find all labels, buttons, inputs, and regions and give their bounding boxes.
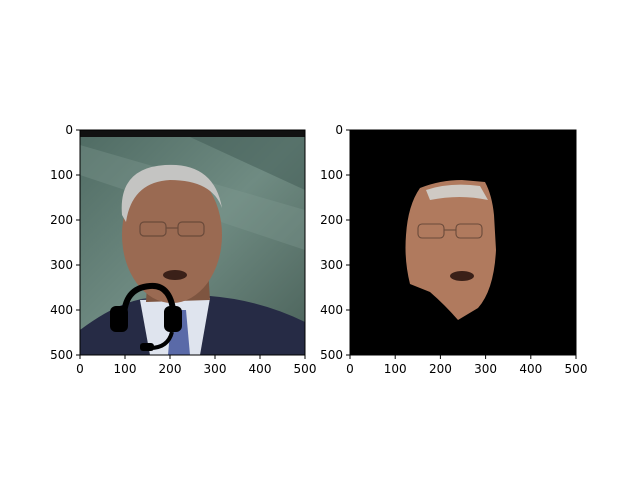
y-tick-label: 500 [320, 348, 343, 362]
y-tick-label: 100 [50, 168, 73, 182]
y-tick-label: 500 [50, 348, 73, 362]
y-tick-label: 100 [320, 168, 343, 182]
x-tick-label: 100 [114, 362, 137, 376]
right-axes-frame [349, 129, 577, 356]
x-tick-label: 500 [565, 362, 588, 376]
x-tick-label: 400 [519, 362, 542, 376]
x-tick-label: 300 [204, 362, 227, 376]
y-tick-label: 0 [65, 123, 73, 137]
y-tick-label: 200 [320, 213, 343, 227]
glasses [139, 221, 205, 237]
y-tick-label: 400 [50, 303, 73, 317]
left-axes-frame [79, 129, 306, 356]
y-tick-label: 0 [335, 123, 343, 137]
y-tick-label: 300 [320, 258, 343, 272]
x-tick-label: 100 [384, 362, 407, 376]
face [122, 167, 222, 303]
y-tick-label: 200 [50, 213, 73, 227]
x-tick-label: 0 [76, 362, 84, 376]
x-tick-label: 200 [429, 362, 452, 376]
x-tick-label: 300 [474, 362, 497, 376]
x-tick-label: 400 [249, 362, 272, 376]
face-mask [405, 180, 496, 320]
y-tick-label: 300 [50, 258, 73, 272]
left-image [80, 130, 305, 355]
top-black-band [80, 130, 305, 137]
x-tick-label: 500 [294, 362, 317, 376]
right-image [350, 130, 576, 355]
headset [110, 282, 182, 351]
y-tick-label: 400 [320, 303, 343, 317]
hair [121, 164, 222, 222]
x-tick-label: 0 [346, 362, 354, 376]
mask-glasses [417, 223, 483, 239]
x-tick-label: 200 [159, 362, 182, 376]
